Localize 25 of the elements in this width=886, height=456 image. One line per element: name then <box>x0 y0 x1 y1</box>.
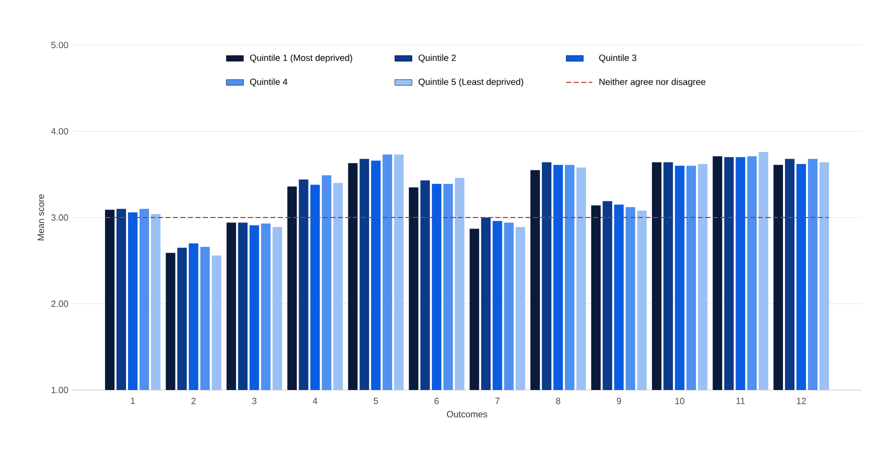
legend-label: Quintile 5 (Least deprived) <box>418 78 524 87</box>
x-tick-label: 6 <box>434 398 439 404</box>
x-tick-label: 11 <box>736 398 745 404</box>
x-tick-label: 2 <box>191 398 196 404</box>
x-tick-label: 1 <box>130 398 135 404</box>
x-tick-label: 9 <box>616 398 622 404</box>
y-axis-title: Mean score <box>38 194 44 240</box>
y-tick-label: 1.00 <box>52 386 68 394</box>
legend-label: Quintile 3 <box>599 54 636 63</box>
x-tick-label: 3 <box>252 398 256 404</box>
x-tick-label: 10 <box>675 398 684 404</box>
x-axis-title: Outcomes <box>446 411 488 418</box>
legend-label: Neither agree nor disagree <box>599 78 706 87</box>
x-tick-label: 5 <box>374 398 378 404</box>
x-tick-label: 4 <box>312 398 318 404</box>
legend-label: Quintile 1 (Most deprived) <box>250 54 352 63</box>
x-tick-label: 7 <box>495 398 500 404</box>
y-tick-label: 4.00 <box>51 128 68 134</box>
y-tick-label: 3.00 <box>51 214 68 221</box>
y-tick-label: 2.00 <box>51 300 68 307</box>
legend-label: Quintile 4 <box>250 78 288 87</box>
y-tick-label: 5.00 <box>51 42 68 48</box>
x-tick-label: 8 <box>556 398 560 404</box>
x-tick-label: 12 <box>796 398 806 404</box>
legend-label: Quintile 2 <box>418 54 456 63</box>
